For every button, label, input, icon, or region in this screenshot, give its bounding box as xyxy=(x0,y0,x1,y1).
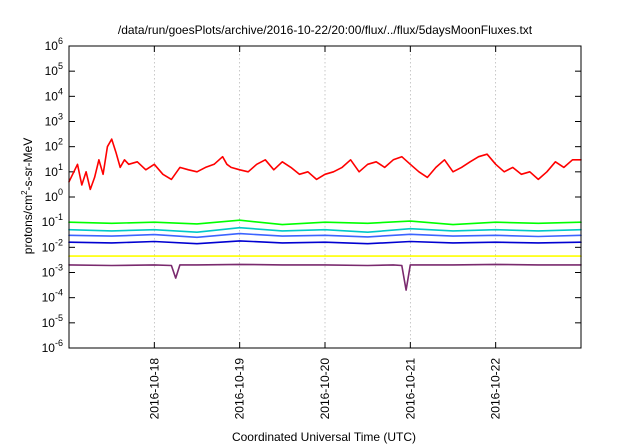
grid-lines xyxy=(153,46,497,348)
y-axis: 10-6 10-5 10-4 10-3 10-2 10-1 100 101 102 103 104 1… xyxy=(42,36,581,355)
y-tick-label-9: 103 xyxy=(45,112,63,129)
plot-frame xyxy=(68,45,582,349)
y-tick-label-8: 102 xyxy=(45,137,63,154)
series-line-1 xyxy=(68,219,582,226)
x-tick-label-4: 2016-10-22 xyxy=(489,358,503,420)
x-tick-label-0: 2016-10-18 xyxy=(147,358,161,420)
x-tick-label-1: 2016-10-19 xyxy=(233,358,247,420)
series-line-0 xyxy=(68,138,582,191)
y-axis-label-main: protons/cm xyxy=(21,195,35,254)
y-tick-label-2: 10-4 xyxy=(42,288,63,305)
x-axis: 2016-10-18 2016-10-19 2016-10-20 2016-10-21… xyxy=(147,46,503,420)
plot-area xyxy=(68,138,582,291)
series-line-6 xyxy=(68,263,582,291)
x-axis-label: Coordinated Universal Time (UTC) xyxy=(232,430,416,444)
x-tick-label-3: 2016-10-21 xyxy=(403,358,417,420)
y-tick-label-0: 10-6 xyxy=(42,338,63,355)
chart-title: /data/run/goesPlots/archive/2016-10-22/2… xyxy=(118,23,533,37)
y-tick-label-7: 101 xyxy=(45,162,63,179)
y-axis-label: protons/cm2-s-sr-MeV xyxy=(20,138,35,254)
y-tick-label-5: 10-1 xyxy=(42,212,63,229)
y-tick-label-6: 100 xyxy=(45,187,63,204)
y-tick-label-11: 105 xyxy=(45,61,63,78)
y-tick-label-3: 10-3 xyxy=(42,263,63,280)
x-tick-label-2: 2016-10-20 xyxy=(318,358,332,420)
y-tick-label-10: 104 xyxy=(45,86,63,103)
series-line-2 xyxy=(68,226,582,233)
series-line-4 xyxy=(68,240,582,245)
y-axis-label-tail: -s-sr-MeV xyxy=(21,138,35,191)
y-tick-label-1: 10-5 xyxy=(42,313,63,330)
y-tick-label-12: 106 xyxy=(45,36,63,53)
y-tick-label-4: 10-2 xyxy=(42,237,63,254)
y-axis-label-superscript: 2 xyxy=(20,190,29,195)
series-line-3 xyxy=(68,232,582,239)
